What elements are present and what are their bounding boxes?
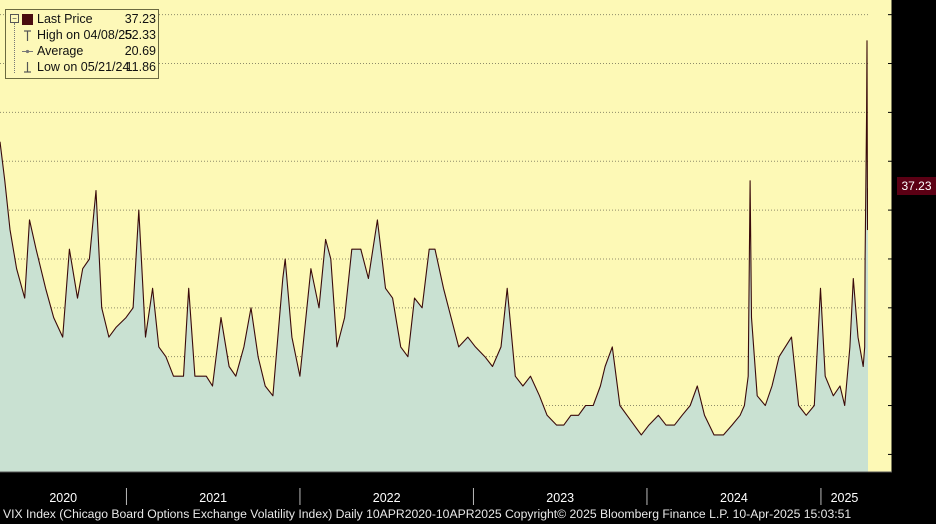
legend-value: 11.86 [125, 60, 156, 74]
legend-item-average: Average 20.69 [6, 44, 160, 60]
y-tick-label: 55 [904, 8, 918, 22]
last-price-tag: 37.23 [897, 177, 936, 195]
high-marker-icon [24, 30, 31, 41]
low-marker-icon [24, 62, 31, 73]
y-tick-label: 25 [904, 301, 918, 315]
x-tick-label: 2024 [720, 491, 748, 505]
y-tick-label: 45 [904, 106, 918, 120]
legend-item-high: High on 04/08/25 52.33 [6, 28, 160, 44]
filled-square-icon [22, 14, 33, 25]
legend-box: − Last Price 37.23 High on 04/08/25 52.3… [5, 9, 159, 79]
y-axis-ticks: 10 15 20 25 30 35 40 45 50 55 [888, 8, 918, 462]
y-tick-label: 10 [904, 448, 918, 462]
y-tick-label: 50 [904, 57, 918, 71]
price-line [0, 40, 869, 436]
x-tick-label: 2020 [49, 491, 77, 505]
price-area [0, 40, 868, 473]
right-margin [868, 0, 892, 472]
x-tick-label: 2025 [831, 491, 859, 505]
legend-value: 20.69 [124, 44, 156, 58]
legend-value: 52.33 [124, 28, 156, 42]
y-tick-label: 15 [904, 399, 918, 413]
x-tick-label: 2021 [199, 491, 227, 505]
y-tick-label: 20 [904, 350, 918, 364]
collapse-icon[interactable]: − [10, 14, 19, 23]
x-tick-label: 2023 [546, 491, 574, 505]
legend-label: Average [37, 44, 84, 58]
footer-caption: VIX Index (Chicago Board Options Exchang… [3, 507, 852, 521]
tree-connector [14, 23, 16, 73]
y-tick-label: 35 [904, 204, 918, 218]
y-tick-label: 30 [904, 252, 918, 266]
legend-label: Low on 05/21/24 [37, 60, 130, 74]
y-tick-label: 40 [904, 155, 918, 169]
x-axis-ticks: 2020 2021 2022 2023 2024 2025 [49, 488, 858, 505]
legend-value: 37.23 [124, 12, 156, 26]
x-tick-label: 2022 [373, 491, 401, 505]
legend-item-low: Low on 05/21/24 11.86 [6, 60, 160, 76]
average-marker-icon [22, 49, 33, 54]
legend-label: Last Price [37, 12, 93, 26]
legend-item-last-price: Last Price 37.23 [6, 12, 160, 28]
legend-label: High on 04/08/25 [37, 28, 133, 42]
